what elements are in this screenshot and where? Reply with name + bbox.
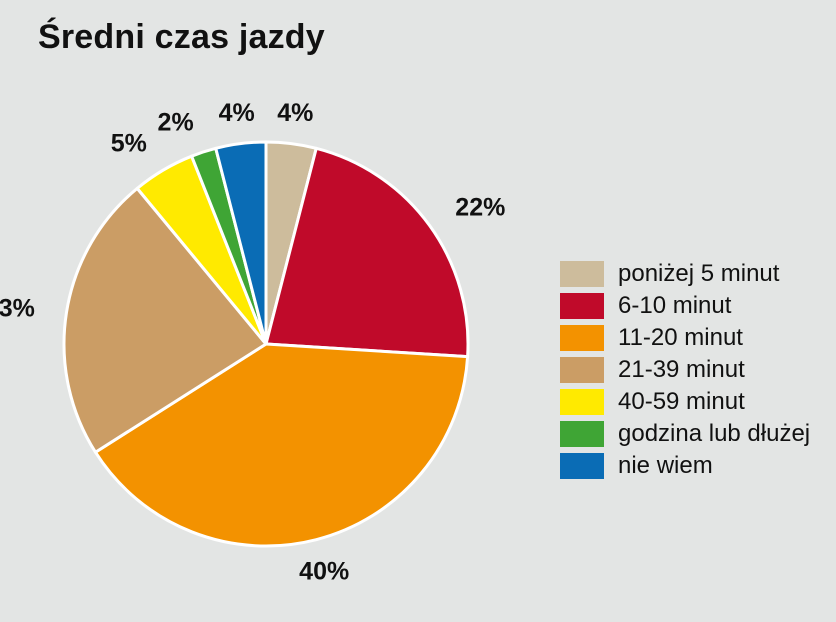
legend-item-6-10-minut: 6-10 minut xyxy=(560,290,810,322)
data-label-nie-wiem: 4% xyxy=(219,99,255,127)
legend-swatch xyxy=(560,357,604,383)
legend-item-40-59-minut: 40-59 minut xyxy=(560,386,810,418)
legend-label: poniżej 5 minut xyxy=(618,260,780,287)
legend-item-11-20-minut: 11-20 minut xyxy=(560,322,810,354)
legend-item-21-39-minut: 21-39 minut xyxy=(560,354,810,386)
legend-label: nie wiem xyxy=(618,452,713,479)
data-label-godzina-lub-dluzej: 2% xyxy=(158,109,194,137)
legend-item-ponizej-5-minut: poniżej 5 minut xyxy=(560,258,810,290)
data-label-40-59-minut: 5% xyxy=(111,130,147,158)
legend-label: 11-20 minut xyxy=(618,324,743,351)
legend-swatch xyxy=(560,389,604,415)
pie-slice-21-39-minut xyxy=(62,186,268,454)
chart-title: Średni czas jazdy xyxy=(38,18,325,56)
data-label-21-39-minut: 23% xyxy=(0,294,35,322)
pie-slices xyxy=(62,140,470,548)
pie-slice-nie-wiem xyxy=(214,140,268,346)
legend-label: godzina lub dłużej xyxy=(618,420,811,447)
legend-item-godzina-lub-dluzej: godzina lub dłużej xyxy=(560,418,810,450)
legend-label: 21-39 minut xyxy=(618,356,745,383)
data-label-ponizej-5-minut: 4% xyxy=(277,99,313,127)
legend-item-nie-wiem: nie wiem xyxy=(560,450,810,482)
legend: poniżej 5 minut 6-10 minut 11-20 minut 21-3… xyxy=(560,258,810,482)
legend-label: 40-59 minut xyxy=(618,388,745,415)
legend-swatch xyxy=(560,453,604,479)
legend-swatch xyxy=(560,261,604,287)
pie-slice-6-10-minut xyxy=(264,146,470,359)
legend-swatch xyxy=(560,421,604,447)
data-label-6-10-minut: 22% xyxy=(455,194,505,222)
pie-data-labels: 4% 22% 40% 23% 5% 2% 4% xyxy=(0,99,505,586)
legend-label: 6-10 minut xyxy=(618,292,732,319)
legend-swatch xyxy=(560,325,604,351)
legend-swatch xyxy=(560,293,604,319)
data-label-11-20-minut: 40% xyxy=(299,558,349,586)
